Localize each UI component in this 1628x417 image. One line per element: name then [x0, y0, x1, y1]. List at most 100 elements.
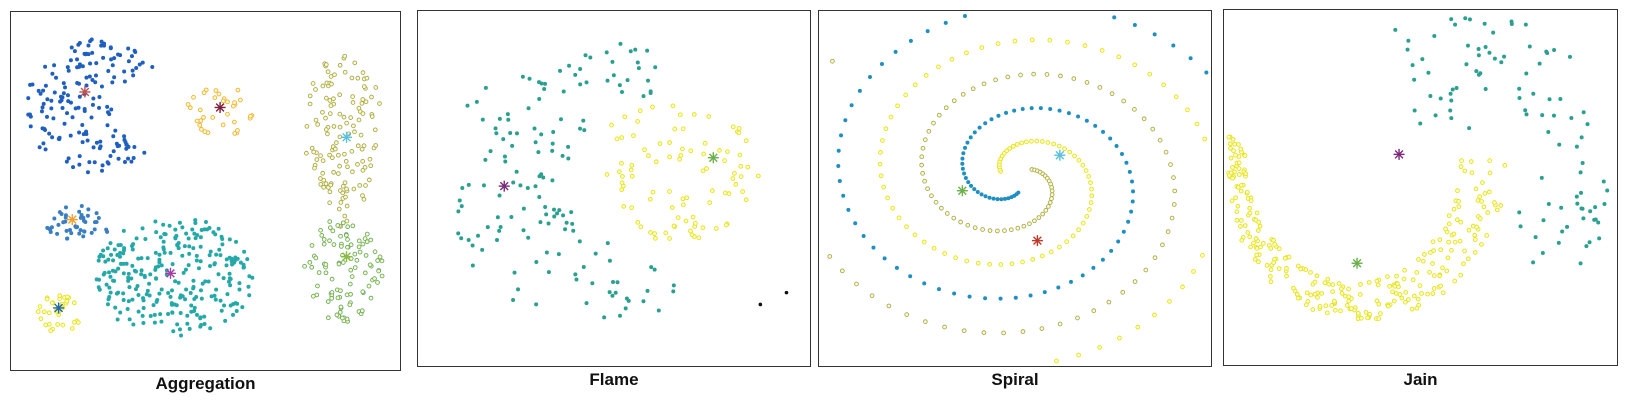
- cluster2-point: [942, 251, 948, 256]
- cluster2-point: [1432, 33, 1437, 38]
- cluster3-point: [323, 127, 329, 132]
- cluster6-point: [325, 315, 331, 321]
- cluster1-point: [80, 122, 85, 127]
- cluster1-point: [1357, 292, 1363, 297]
- cluster1-point: [1479, 242, 1484, 247]
- cluster1-point: [1228, 145, 1233, 151]
- cluster3-point: [361, 143, 367, 149]
- cluster1-point: [1256, 219, 1262, 225]
- cluster6-point: [379, 273, 385, 279]
- cluster2-point: [1602, 202, 1607, 207]
- cluster5-point: [116, 243, 121, 248]
- cluster2-point: [1450, 87, 1455, 92]
- cluster1-point: [126, 156, 131, 161]
- cluster2-point: [637, 108, 643, 114]
- cluster1-point: [1422, 252, 1427, 257]
- cluster2-point: [1173, 94, 1179, 100]
- cluster3-point: [969, 183, 974, 188]
- cluster1-point: [1459, 158, 1464, 163]
- cluster3-point: [360, 167, 366, 173]
- cluster2-point: [652, 231, 657, 236]
- cluster1-point: [1485, 210, 1491, 215]
- cluster1-point: [80, 64, 85, 69]
- cluster2-point: [1596, 220, 1601, 225]
- cluster1-point: [1232, 141, 1238, 147]
- cluster2-point: [619, 187, 625, 193]
- cluster5-point: [172, 302, 177, 307]
- cluster5-point: [157, 257, 162, 262]
- cluster1-point: [116, 156, 121, 161]
- cluster2-point: [646, 153, 651, 159]
- cluster1-point: [1236, 142, 1241, 147]
- cluster2-point: [696, 235, 702, 240]
- cluster1-point: [89, 115, 94, 120]
- cluster1-point: [593, 251, 598, 256]
- cluster2-point: [921, 239, 927, 245]
- cluster1-point: [1390, 289, 1395, 295]
- cluster2-point: [1067, 149, 1073, 155]
- cluster2-point: [619, 160, 624, 166]
- cluster1-point: [94, 73, 99, 78]
- cluster2-point: [1523, 22, 1528, 27]
- cluster1-point: [1260, 240, 1266, 246]
- cluster6-point: [354, 257, 360, 263]
- cluster1-point: [1462, 248, 1467, 254]
- cluster5-point: [108, 290, 113, 295]
- cluster1-point: [1047, 200, 1053, 205]
- cluster1-point: [617, 83, 622, 88]
- cluster1-point: [625, 78, 630, 83]
- cluster7-point: [64, 298, 70, 304]
- cluster5-point: [191, 278, 196, 283]
- cluster5-point: [170, 262, 175, 267]
- cluster3-point: [327, 111, 333, 116]
- cluster1-point: [1339, 291, 1345, 296]
- cluster3-point: [320, 83, 326, 89]
- cluster5-point: [173, 279, 178, 284]
- cluster1-point: [581, 118, 586, 123]
- cluster1-point: [99, 43, 104, 48]
- cluster2-point: [1147, 71, 1153, 77]
- cluster1-point: [1255, 228, 1261, 233]
- cluster5-point: [101, 248, 106, 253]
- cluster1-point: [536, 150, 541, 155]
- cluster5-point: [131, 322, 136, 327]
- cluster2-point: [1531, 260, 1536, 265]
- cluster2-point: [669, 205, 675, 210]
- cluster1-point: [84, 75, 89, 80]
- cluster2-point: [1574, 144, 1579, 149]
- cluster6-point: [325, 299, 331, 304]
- cluster5-point: [159, 319, 164, 324]
- cluster1-point: [39, 109, 44, 114]
- cluster6-point: [302, 263, 307, 269]
- cluster5-point: [145, 256, 150, 261]
- cluster1-point: [1084, 80, 1090, 85]
- cluster1-point: [140, 60, 145, 65]
- cluster3-point: [1042, 290, 1047, 295]
- cluster5-point: [129, 276, 134, 281]
- cluster2-point: [1062, 146, 1067, 152]
- cluster2-point: [1588, 209, 1593, 214]
- cluster5-point: [133, 287, 138, 292]
- cluster3-point: [344, 120, 349, 126]
- cluster1-point: [50, 135, 55, 140]
- cluster2-point: [896, 215, 902, 221]
- cluster3-point: [1080, 273, 1085, 278]
- cluster2-point: [713, 226, 719, 231]
- cluster1-point: [620, 89, 625, 94]
- cluster1-point: [1226, 134, 1232, 140]
- cluster5-point: [145, 288, 150, 293]
- cluster3-point: [332, 72, 337, 78]
- cluster2-point: [671, 223, 677, 229]
- cluster2-point: [1024, 139, 1029, 145]
- cluster1-point: [920, 170, 925, 176]
- cluster5-point: [192, 305, 197, 310]
- cluster2-point: [1191, 269, 1196, 274]
- cluster1-point: [1284, 273, 1289, 279]
- cluster3-point: [355, 75, 361, 81]
- cluster3-point: [943, 20, 948, 25]
- cluster2-point: [1517, 210, 1522, 215]
- cluster2-point: [683, 218, 689, 224]
- cluster5-point: [153, 219, 158, 224]
- cluster1-point: [1473, 186, 1479, 192]
- cluster5-point: [193, 218, 198, 223]
